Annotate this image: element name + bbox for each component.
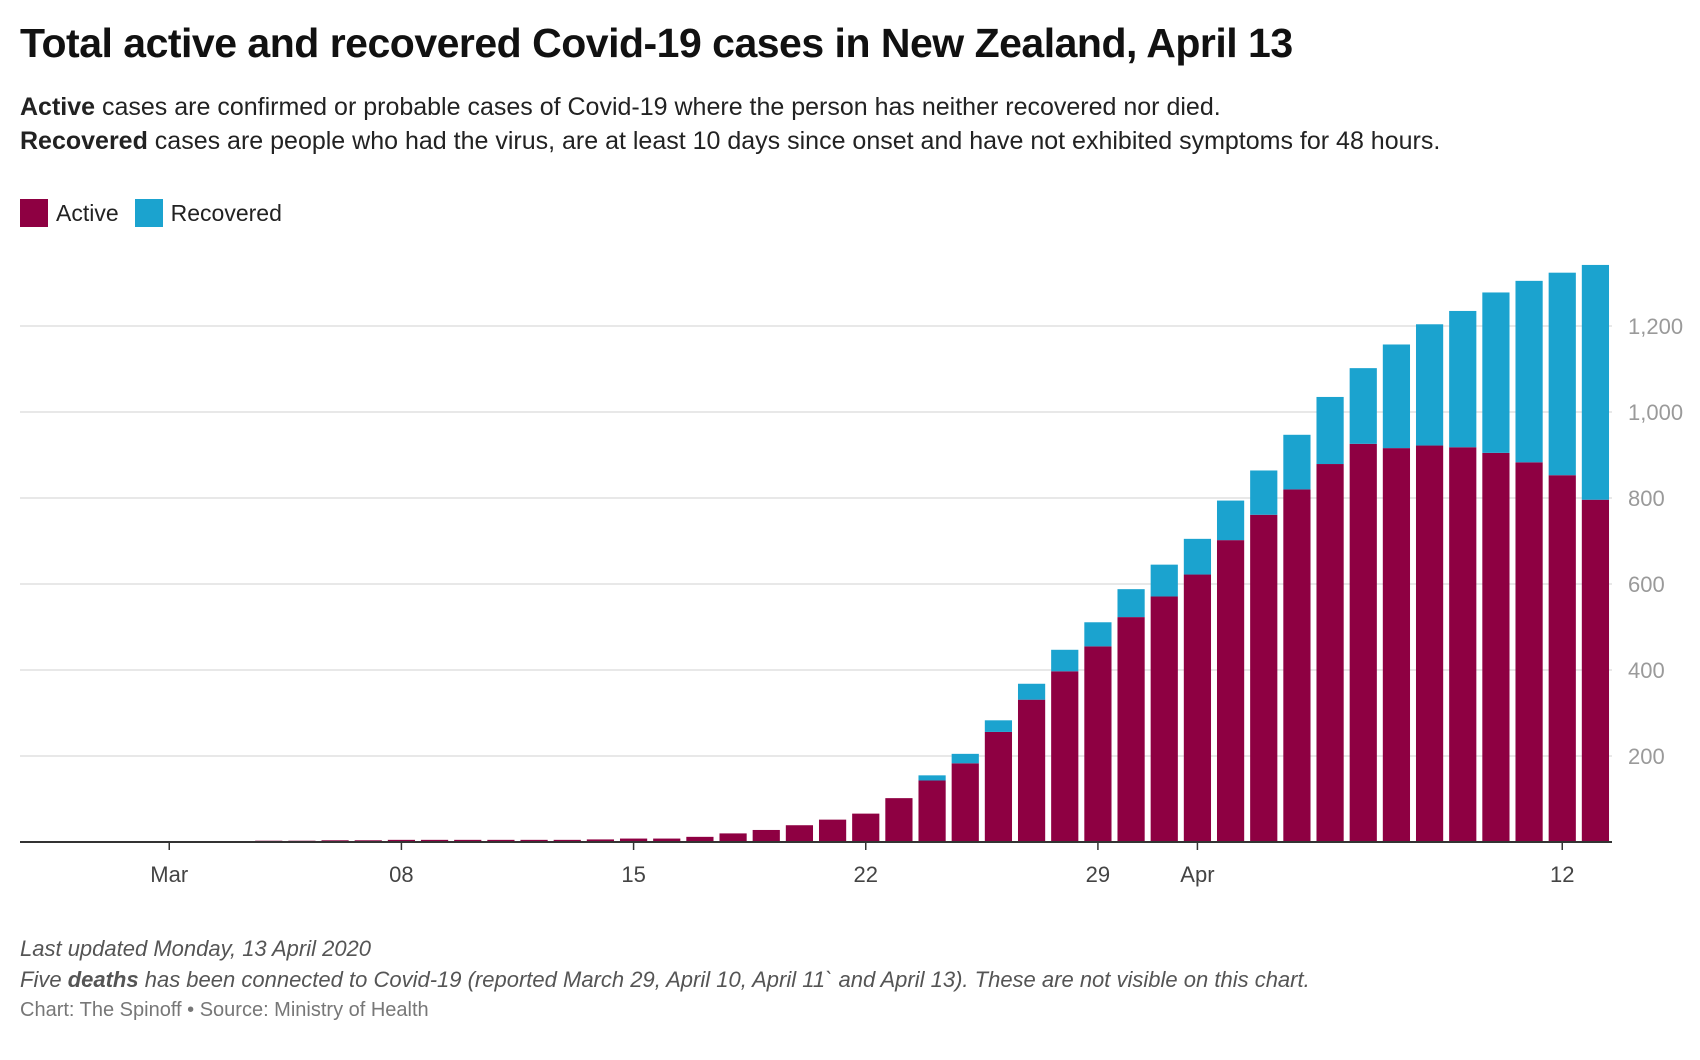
bar-active-2020-04-09 bbox=[1449, 447, 1477, 842]
bar-active-2020-03-11 bbox=[487, 839, 515, 842]
bar-recovered-2020-04-09 bbox=[1449, 310, 1477, 448]
bar-active-2020-03-15 bbox=[619, 838, 648, 842]
bar-active-2020-03-30 bbox=[1117, 617, 1145, 842]
deaths-note: Five deaths has been connected to Covid-… bbox=[20, 967, 1310, 993]
subtitle-active-definition: Active cases are confirmed or probable c… bbox=[20, 93, 1221, 122]
bar-recovered-2020-04-04 bbox=[1283, 434, 1311, 490]
bar-active-2020-03-29 bbox=[1084, 646, 1112, 842]
recovered-term: Recovered bbox=[20, 127, 148, 155]
legend-swatch-recovered bbox=[134, 199, 163, 227]
bar-recovered-2020-03-30 bbox=[1117, 589, 1145, 618]
bar-active-2020-04-02 bbox=[1216, 540, 1245, 842]
y-tick-label-800: 800 bbox=[1628, 486, 1665, 511]
y-tick-label-400: 400 bbox=[1628, 658, 1665, 683]
bars bbox=[89, 264, 1610, 842]
bar-recovered-2020-03-26 bbox=[984, 720, 1013, 732]
last-updated-note: Last updated Monday, 13 April 2020 bbox=[20, 936, 372, 961]
recovered-definition-text: cases are people who had the virus, are … bbox=[147, 127, 1441, 155]
bar-recovered-2020-03-31 bbox=[1150, 564, 1178, 597]
bar-recovered-2020-04-07 bbox=[1382, 344, 1411, 449]
bar-recovered-2020-04-11 bbox=[1515, 280, 1543, 463]
bar-recovered-2020-04-06 bbox=[1349, 368, 1377, 444]
footnotes: Last updated Monday, 13 April 2020 Five … bbox=[20, 936, 1310, 1022]
bar-recovered-2020-03-24 bbox=[918, 775, 946, 781]
legend-swatch-active bbox=[20, 199, 48, 227]
source-credit: Chart: The Spinoff • Source: Ministry of… bbox=[20, 999, 429, 1021]
bar-recovered-2020-04-10 bbox=[1482, 292, 1510, 453]
bar-recovered-2020-04-12 bbox=[1548, 272, 1576, 476]
bar-recovered-2020-03-29 bbox=[1084, 622, 1112, 647]
bar-active-2020-03-19 bbox=[752, 829, 780, 842]
legend-label-active: Active bbox=[56, 199, 119, 226]
bar-recovered-2020-03-27 bbox=[1017, 683, 1046, 700]
bar-active-2020-03-08 bbox=[387, 839, 416, 842]
y-tick-label-200: 200 bbox=[1628, 744, 1665, 769]
bar-active-2020-04-04 bbox=[1283, 489, 1311, 842]
y-tick-label-1200: 1,200 bbox=[1628, 314, 1683, 339]
bar-active-2020-03-26 bbox=[984, 731, 1013, 842]
deaths-note-prefix: Five bbox=[20, 967, 68, 992]
bar-active-2020-03-25 bbox=[951, 763, 979, 842]
deaths-term: deaths bbox=[67, 967, 139, 992]
x-tick-label-12: 12 bbox=[1550, 862, 1574, 887]
bar-active-2020-04-03 bbox=[1250, 514, 1278, 842]
bar-active-2020-04-12 bbox=[1548, 475, 1576, 842]
bar-active-2020-04-05 bbox=[1316, 464, 1344, 842]
bar-recovered-2020-04-03 bbox=[1250, 470, 1278, 515]
y-tick-label-600: 600 bbox=[1628, 572, 1665, 597]
bar-active-2020-03-27 bbox=[1017, 699, 1046, 842]
bar-active-2020-04-01 bbox=[1183, 574, 1212, 842]
bar-active-2020-03-10 bbox=[454, 839, 482, 842]
gridlines bbox=[20, 325, 1612, 757]
subtitle-recovered-definition: Recovered cases are people who had the v… bbox=[20, 127, 1440, 156]
bar-active-2020-03-12 bbox=[520, 839, 548, 842]
bar-active-2020-04-06 bbox=[1349, 443, 1377, 842]
bar-recovered-2020-04-13 bbox=[1581, 264, 1610, 500]
bar-active-2020-03-16 bbox=[653, 838, 681, 842]
x-tick-label-Mar: Mar bbox=[150, 862, 188, 887]
bar-active-2020-03-22 bbox=[852, 813, 880, 842]
bar-active-2020-03-14 bbox=[586, 839, 615, 842]
legend-item-active: Active bbox=[20, 199, 119, 227]
bar-active-2020-03-28 bbox=[1051, 671, 1079, 842]
bar-active-2020-04-07 bbox=[1382, 448, 1411, 842]
active-term: Active bbox=[20, 93, 96, 121]
bar-active-2020-03-13 bbox=[553, 839, 581, 842]
legend-label-recovered: Recovered bbox=[170, 199, 282, 226]
bar-recovered-2020-04-05 bbox=[1316, 396, 1344, 465]
bar-active-2020-03-17 bbox=[686, 836, 714, 842]
y-tick-label-1000: 1,000 bbox=[1628, 400, 1683, 425]
bar-active-2020-04-11 bbox=[1515, 462, 1543, 842]
legend-item-recovered: Recovered bbox=[134, 199, 282, 227]
page-title: Total active and recovered Covid-19 case… bbox=[20, 20, 1293, 66]
axes: 200 400 600 800 1,000 1,200 Mar 08 15 22 29 Apr 12 bbox=[20, 314, 1683, 887]
bar-active-2020-04-08 bbox=[1415, 445, 1444, 842]
bar-active-2020-03-21 bbox=[818, 819, 847, 842]
bar-recovered-2020-03-28 bbox=[1051, 649, 1079, 672]
x-tick-label-08: 08 bbox=[389, 862, 413, 887]
bar-active-2020-03-31 bbox=[1150, 596, 1178, 842]
bar-active-2020-03-09 bbox=[420, 839, 449, 842]
x-tick-label-29: 29 bbox=[1086, 862, 1110, 887]
legend: Active Recovered bbox=[20, 199, 298, 227]
bar-active-2020-03-18 bbox=[719, 833, 747, 842]
bar-active-2020-03-20 bbox=[785, 825, 814, 842]
bar-recovered-2020-03-25 bbox=[951, 753, 979, 764]
bar-recovered-2020-04-01 bbox=[1183, 538, 1212, 575]
deaths-note-text: has been connected to Covid-19 (reported… bbox=[138, 967, 1310, 992]
x-tick-label-15: 15 bbox=[621, 862, 645, 887]
x-tick-label-Apr: Apr bbox=[1180, 862, 1214, 887]
bar-recovered-2020-04-08 bbox=[1415, 324, 1444, 446]
bar-recovered-2020-04-02 bbox=[1216, 500, 1245, 541]
bar-active-2020-04-10 bbox=[1482, 452, 1510, 842]
bar-active-2020-04-13 bbox=[1581, 499, 1610, 842]
bar-active-2020-03-24 bbox=[918, 780, 946, 842]
active-definition-text: cases are confirmed or probable cases of… bbox=[95, 93, 1221, 121]
x-tick-label-22: 22 bbox=[854, 862, 878, 887]
bar-active-2020-03-23 bbox=[885, 798, 913, 842]
